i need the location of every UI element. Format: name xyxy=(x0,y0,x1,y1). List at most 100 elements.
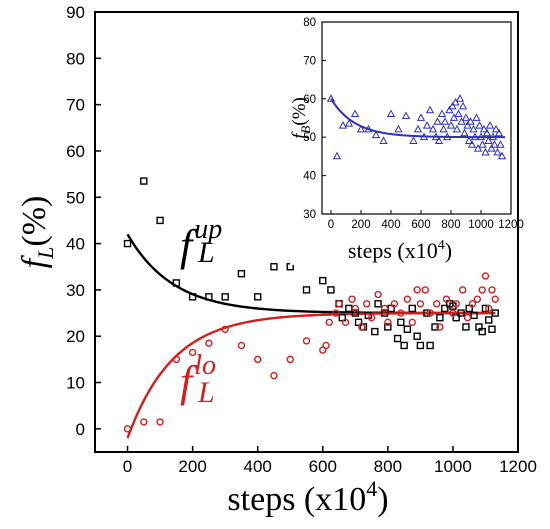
inset-x-axis-sup: 4 xyxy=(438,238,445,253)
data-point-triangle xyxy=(484,136,493,144)
data-point-circle xyxy=(473,295,482,303)
data-point-square xyxy=(237,269,246,278)
x-tick-label: 0 xyxy=(123,457,132,476)
data-point-triangle xyxy=(326,94,336,102)
data-point-circle xyxy=(397,309,405,317)
data-point-square xyxy=(485,316,493,324)
data-point-square xyxy=(488,325,496,333)
inset-fit-curve xyxy=(330,98,505,139)
data-point-triangle xyxy=(379,136,388,144)
y-tick-label: 50 xyxy=(303,132,316,144)
data-point-circle xyxy=(421,286,429,294)
data-point-triangle xyxy=(458,101,468,110)
data-point-circle xyxy=(335,300,343,308)
data-point-triangle xyxy=(344,119,354,127)
data-point-circle xyxy=(358,323,366,331)
data-point-square xyxy=(140,177,148,185)
data-point-triangle xyxy=(428,124,438,133)
data-point-triangle xyxy=(487,144,496,152)
data-point-circle xyxy=(485,304,493,313)
data-point-triangle xyxy=(401,111,411,119)
data-point-triangle xyxy=(394,124,403,133)
data-point-triangle xyxy=(350,109,360,118)
y-tick-label: 0 xyxy=(76,420,85,439)
data-point-circle xyxy=(380,304,389,313)
data-point-triangle xyxy=(451,98,460,106)
data-point-square xyxy=(408,304,416,313)
y-tick-label: 30 xyxy=(303,209,316,221)
data-point-circle xyxy=(237,341,246,350)
series-label-up-sub: L xyxy=(197,236,215,269)
data-point-triangle xyxy=(446,121,456,129)
data-point-triangle xyxy=(445,105,454,114)
data-point-square xyxy=(416,341,425,350)
data-point-circle xyxy=(491,295,499,303)
data-point-circle xyxy=(390,300,399,308)
y-tick-label: 80 xyxy=(303,17,316,29)
main-data-points xyxy=(123,177,499,433)
data-point-triangle xyxy=(440,117,450,125)
x-tick-label: 800 xyxy=(374,457,402,476)
x-tick-label: 400 xyxy=(381,219,400,231)
data-point-square xyxy=(397,318,405,327)
inset-y-axis-sub: B xyxy=(298,126,313,134)
data-point-circle xyxy=(140,418,148,426)
data-point-circle xyxy=(221,325,229,333)
data-point-circle xyxy=(367,313,376,322)
data-point-square xyxy=(441,304,449,313)
inset-axis-ticks: 0 200 400 600 800 1000 1200 30 40 50 60 70 80 xyxy=(303,17,524,231)
data-point-triangle xyxy=(433,117,442,125)
main-y-axis-title: fL(%) xyxy=(16,196,58,269)
data-point-circle xyxy=(325,318,333,327)
data-point-triangle xyxy=(482,128,492,137)
data-point-square xyxy=(457,309,465,317)
data-point-triangle xyxy=(491,124,501,133)
data-point-square xyxy=(221,293,229,301)
data-point-circle xyxy=(172,355,181,364)
x-tick-label: 800 xyxy=(441,219,460,231)
data-point-square xyxy=(384,323,392,331)
data-point-circle xyxy=(432,300,441,308)
fit-curve-1 xyxy=(126,311,496,439)
data-point-triangle xyxy=(478,140,487,148)
main-x-axis-title: steps (x104) xyxy=(227,476,388,518)
series-label-up-sup: up xyxy=(194,214,222,245)
data-point-circle xyxy=(156,418,164,426)
data-point-square xyxy=(205,293,213,301)
x-tick-label: 1200 xyxy=(498,219,524,231)
data-point-circle xyxy=(436,323,444,331)
inset-plot-frame xyxy=(321,21,512,215)
data-point-square xyxy=(156,216,164,225)
main-y-axis-sub: L xyxy=(33,247,58,260)
x-tick-label: 1000 xyxy=(434,457,472,476)
data-point-triangle xyxy=(413,124,423,133)
data-point-triangle xyxy=(431,132,441,141)
data-point-triangle xyxy=(460,128,469,137)
data-point-triangle xyxy=(488,132,498,141)
data-point-triangle xyxy=(464,136,474,144)
data-point-circle xyxy=(408,318,416,327)
data-point-circle xyxy=(351,304,360,313)
main-fit-curves xyxy=(126,233,496,439)
data-point-triangle xyxy=(475,121,484,129)
main-x-axis-label: steps (x10 xyxy=(227,481,366,518)
data-point-triangle xyxy=(386,109,396,118)
data-point-circle xyxy=(302,337,311,345)
data-point-circle xyxy=(416,300,425,308)
x-tick-label: 200 xyxy=(178,457,206,476)
data-point-square xyxy=(188,293,197,301)
x-tick-label: 0 xyxy=(328,219,334,231)
data-point-triangle xyxy=(469,124,478,133)
data-point-circle xyxy=(188,348,197,357)
data-point-triangle xyxy=(476,132,486,141)
data-point-circle xyxy=(270,371,278,380)
data-point-square xyxy=(351,309,360,317)
data-point-triangle xyxy=(481,147,490,156)
data-point-square xyxy=(436,313,444,322)
data-point-triangle xyxy=(332,151,342,160)
data-point-square xyxy=(400,341,408,350)
main-x-axis-sup: 4 xyxy=(366,476,377,501)
x-tick-label: 400 xyxy=(244,457,272,476)
y-tick-label: 60 xyxy=(66,142,85,161)
